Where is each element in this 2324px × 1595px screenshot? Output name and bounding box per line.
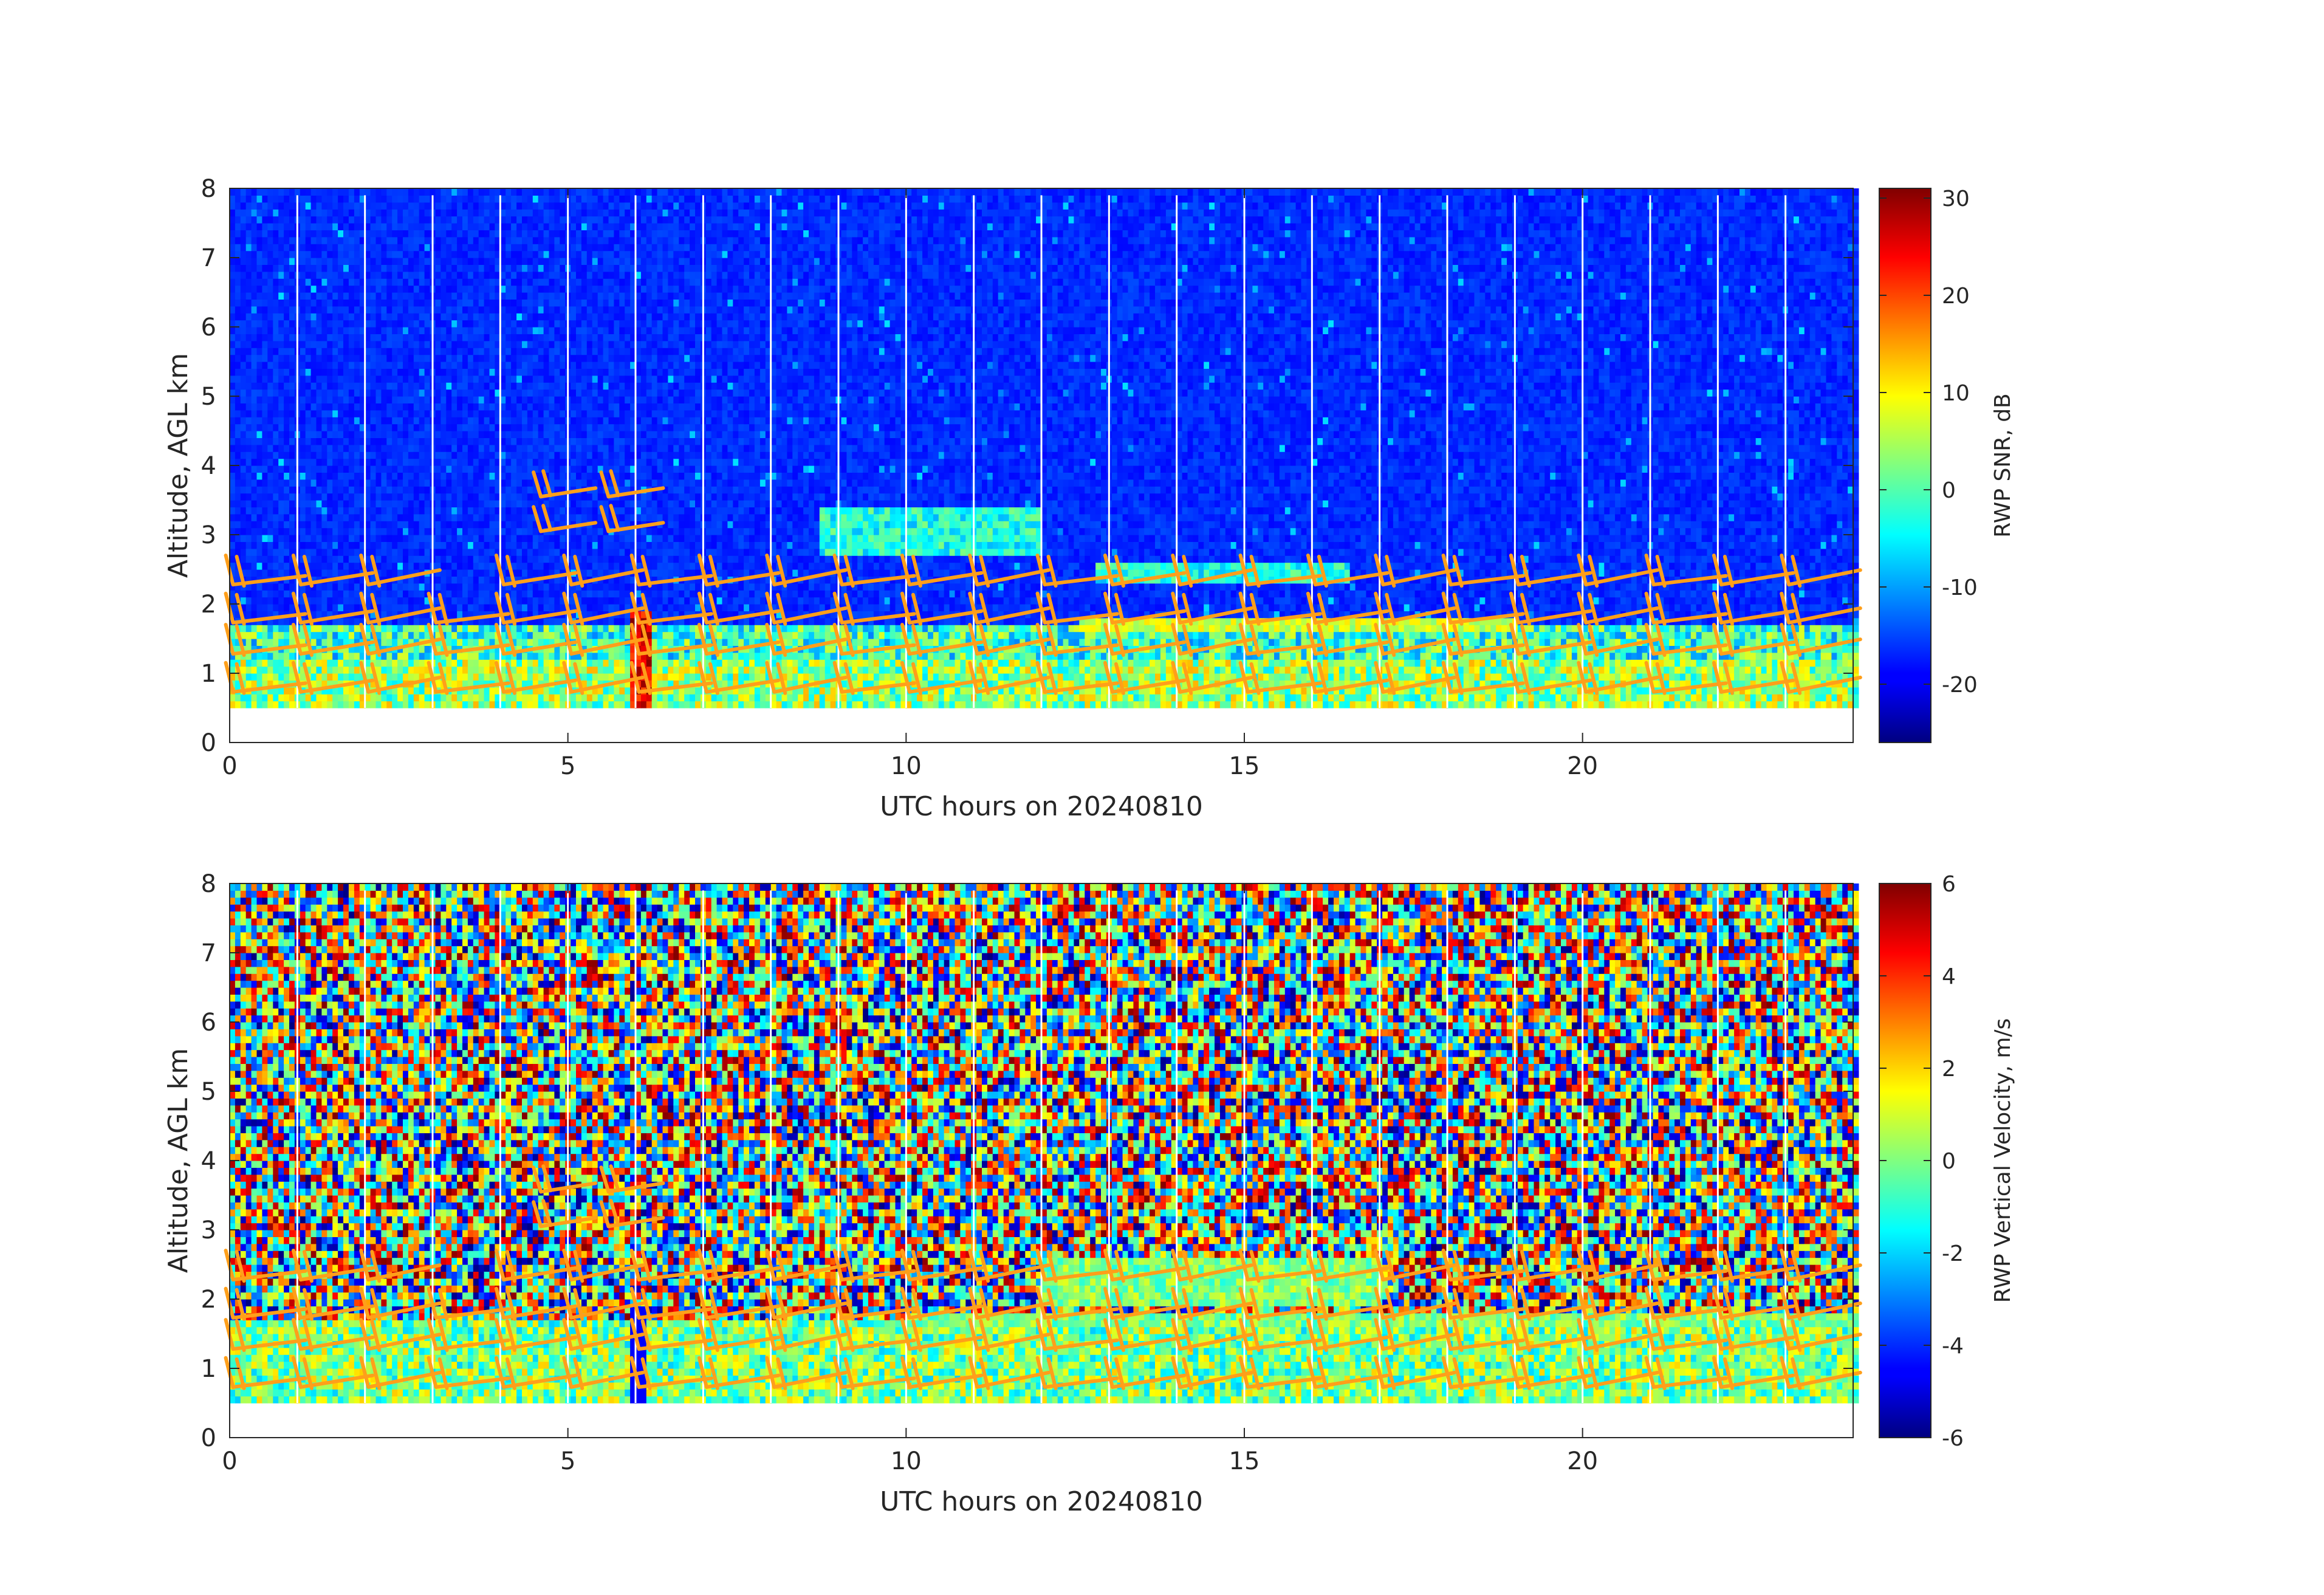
y-tick-label: 4: [201, 1147, 216, 1175]
heatmap-cells: [230, 883, 1859, 1404]
y-tick-label: 7: [201, 939, 216, 967]
colorbar-tick-label: -20: [1942, 673, 1978, 698]
y-tick-label: 6: [201, 1009, 216, 1037]
x-axis-label: UTC hours on 20240810: [880, 1486, 1203, 1517]
colorbar-tick-label: 0: [1942, 478, 1956, 503]
y-tick-label: 4: [201, 452, 216, 480]
x-axis-label: UTC hours on 20240810: [880, 791, 1203, 822]
x-tick-label: 5: [560, 752, 575, 780]
y-tick-label: 5: [201, 383, 216, 411]
x-tick-label: 5: [560, 1447, 575, 1475]
x-tick-label: 20: [1567, 752, 1598, 780]
y-tick-label: 2: [201, 591, 216, 619]
y-tick-label: 6: [201, 314, 216, 341]
y-tick-label: 2: [201, 1286, 216, 1314]
y-tick-label: 1: [201, 1355, 216, 1383]
colorbar: 6 4 2 0 -2 -4 -6 RWP Vertical Velocity, m/s: [1879, 872, 2015, 1451]
colorbar-tick-label: -10: [1942, 575, 1978, 600]
y-tick-label: 3: [201, 1216, 216, 1244]
colorbar-tick-label: 20: [1942, 284, 1970, 309]
x-tick-label: 15: [1229, 752, 1260, 780]
y-tick-label: 8: [201, 870, 216, 898]
y-tick-label: 3: [201, 521, 216, 549]
colorbar-tick-label: 6: [1942, 872, 1956, 897]
colorbar-tick-label: 2: [1942, 1057, 1956, 1082]
y-tick-label: 0: [201, 729, 216, 757]
x-tick-label: 20: [1567, 1447, 1598, 1475]
panel-1: 0 5 10 15 20 0 1 2 3 4 5 6 7 8 UTC hours on 20240810 Al…: [163, 175, 2015, 822]
x-tick-label: 15: [1229, 1447, 1260, 1475]
colorbar-tick-label: -4: [1942, 1334, 1964, 1359]
x-tick-label: 10: [891, 752, 922, 780]
colorbar-tick-label: -6: [1942, 1426, 1964, 1451]
x-tick-label: 10: [891, 1447, 922, 1475]
colorbar-tick-label: 30: [1942, 187, 1970, 211]
y-axis-label: Altitude, AGL km: [163, 353, 194, 578]
y-tick-label: 1: [201, 660, 216, 688]
colorbar-tick-label: 4: [1942, 964, 1956, 989]
colorbar-tick-label: 10: [1942, 381, 1970, 406]
colorbar: 30 20 10 0 -10 -20 RWP SNR, dB: [1879, 187, 2015, 743]
x-tick-label: 0: [222, 752, 237, 780]
colorbar-label: RWP SNR, dB: [1990, 393, 2015, 538]
y-tick-label: 7: [201, 244, 216, 272]
y-tick-label: 8: [201, 175, 216, 203]
colorbar-tick-label: 0: [1942, 1149, 1956, 1174]
y-axis-label: Altitude, AGL km: [163, 1048, 194, 1273]
y-tick-label: 5: [201, 1078, 216, 1106]
colorbar-tick-label: -2: [1942, 1241, 1964, 1266]
heatmap-cells: [230, 188, 1859, 708]
colorbar-label: RWP Vertical Velocity, m/s: [1990, 1018, 2015, 1303]
x-tick-label: 0: [222, 1447, 237, 1475]
y-tick-label: 0: [201, 1424, 216, 1452]
